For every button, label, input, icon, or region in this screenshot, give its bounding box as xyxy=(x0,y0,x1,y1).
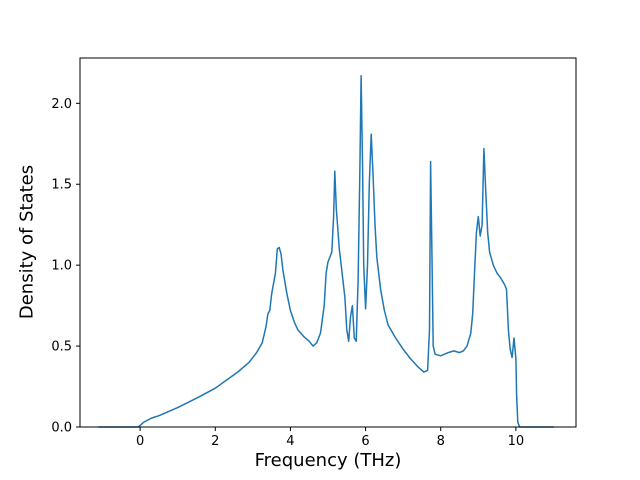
x-axis-label: Frequency (THz) xyxy=(254,450,402,471)
y-tick-label: 0.0 xyxy=(51,421,72,436)
x-tick-label: 8 xyxy=(437,434,445,449)
x-tick-label: 0 xyxy=(136,434,144,449)
y-tick-label: 1.0 xyxy=(51,259,72,274)
axes-frame xyxy=(79,57,577,428)
x-tick-label: 6 xyxy=(361,434,369,449)
x-tick-label: 2 xyxy=(211,434,219,449)
y-axis-label: Density of States xyxy=(16,164,38,320)
y-tick-label: 1.5 xyxy=(51,178,72,193)
plot-area xyxy=(80,58,576,427)
y-tick-label: 2.0 xyxy=(51,97,72,112)
dos-curve xyxy=(98,75,555,428)
x-tick-label: 10 xyxy=(508,434,525,449)
x-tick-label: 4 xyxy=(286,434,294,449)
y-tick-label: 0.5 xyxy=(51,340,72,355)
